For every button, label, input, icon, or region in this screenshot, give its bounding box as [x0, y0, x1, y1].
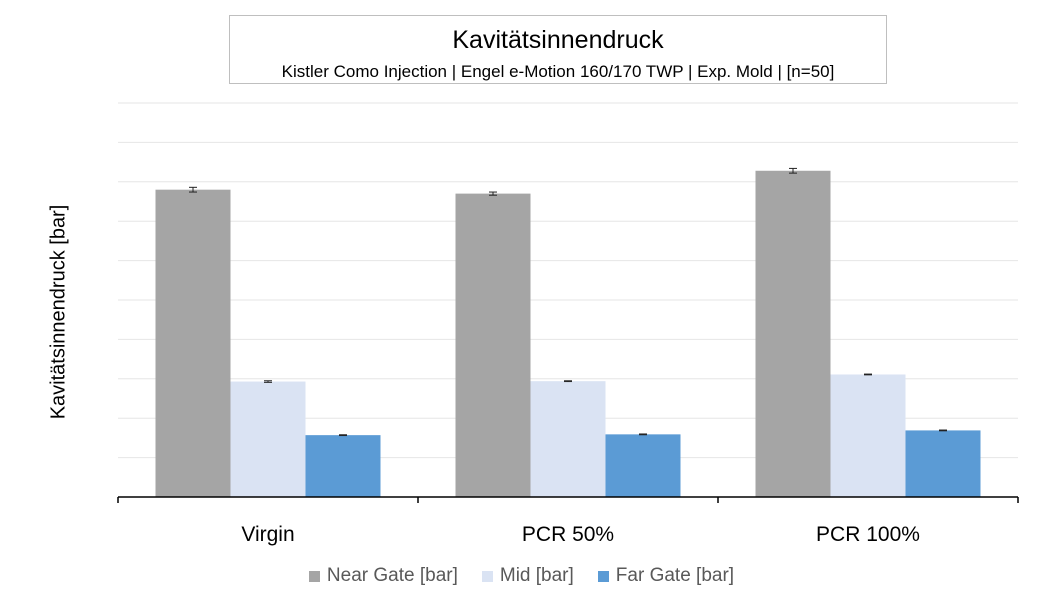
- legend: Near Gate [bar] Mid [bar] Far Gate [bar]: [0, 565, 1043, 587]
- category-label: PCR 100%: [816, 523, 920, 546]
- legend-item: Near Gate [bar]: [308, 565, 458, 587]
- bar: [305, 435, 381, 497]
- category-labels: Virgin PCR 50% PCR 100%: [241, 523, 920, 546]
- bar: [905, 430, 981, 497]
- legend-item: Far Gate [bar]: [597, 565, 735, 587]
- chart-subtitle: Kistler Como Injection | Engel e-Motion …: [281, 62, 835, 81]
- chart-title: Kavitätsinnendruck: [452, 26, 664, 54]
- legend-label: Mid [bar]: [499, 565, 574, 586]
- bar: [530, 381, 606, 497]
- category-label: Virgin: [241, 523, 294, 546]
- bar: [605, 434, 681, 497]
- bar: [155, 189, 231, 497]
- legend-swatch: [481, 570, 493, 582]
- bar: [455, 193, 531, 497]
- bar: [830, 374, 906, 497]
- legend-label: Far Gate [bar]: [615, 565, 735, 586]
- chart-title-box: Kavitätsinnendruck Kistler Como Injectio…: [229, 15, 887, 84]
- legend-item: Mid [bar]: [481, 565, 574, 587]
- bars: [155, 167, 981, 497]
- bar: [755, 170, 831, 497]
- legend-swatch: [597, 570, 609, 582]
- bar: [230, 381, 306, 497]
- legend-swatch: [308, 570, 320, 582]
- legend-label: Near Gate [bar]: [326, 565, 458, 586]
- category-label: PCR 50%: [522, 523, 614, 546]
- x-axis: [117, 496, 1019, 503]
